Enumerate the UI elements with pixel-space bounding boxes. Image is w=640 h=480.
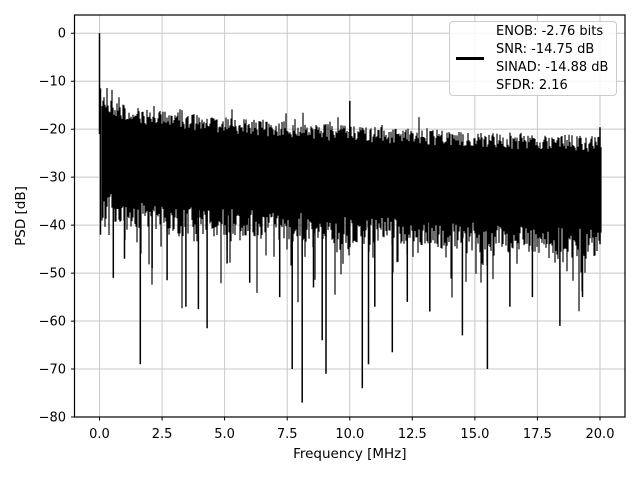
psd-series-line (101, 88, 602, 312)
y-tick-label: −40 (39, 219, 66, 234)
tick-marks (71, 32, 601, 421)
legend-text-block: ENOB: -2.76 bits SNR: -14.75 dB SINAD: -… (496, 23, 608, 95)
psd-peaks (98, 33, 601, 245)
x-tick-label: 12.5 (398, 427, 427, 442)
x-tick-label: 17.5 (523, 427, 552, 442)
x-tick-label: 7.5 (277, 427, 298, 442)
legend-entry-enob: ENOB: -2.76 bits (496, 23, 604, 39)
psd-deep-nulls (112, 115, 584, 403)
legend-line-sample (456, 57, 484, 60)
y-tick-label: −30 (39, 171, 66, 186)
legend-entry-sinad: SINAD: -14.88 dB (496, 59, 609, 75)
x-tick-label: 5.0 (214, 427, 235, 442)
x-tick-label: 15.0 (460, 427, 489, 442)
y-tick-label: −20 (39, 123, 66, 138)
x-tick-label: 20.0 (586, 427, 615, 442)
y-tick-label: −60 (39, 315, 66, 330)
x-tick-label: 0.0 (89, 427, 110, 442)
legend-entry-snr: SNR: -14.75 dB (496, 41, 595, 57)
legend: ENOB: -2.76 bits SNR: -14.75 dB SINAD: -… (449, 21, 617, 96)
y-axis-label: PSD [dB] (13, 186, 29, 246)
y-tick-label: −50 (39, 267, 66, 282)
y-tick-label: −70 (39, 363, 66, 378)
y-tick-label: 0 (58, 27, 66, 42)
y-tick-label: −10 (39, 75, 66, 90)
x-tick-label: 2.5 (152, 427, 173, 442)
legend-entry-sfdr: SFDR: 2.16 (496, 77, 568, 93)
x-axis-label: Frequency [MHz] (293, 446, 406, 462)
x-tick-label: 10.0 (335, 427, 364, 442)
y-tick-label: −80 (39, 411, 66, 426)
